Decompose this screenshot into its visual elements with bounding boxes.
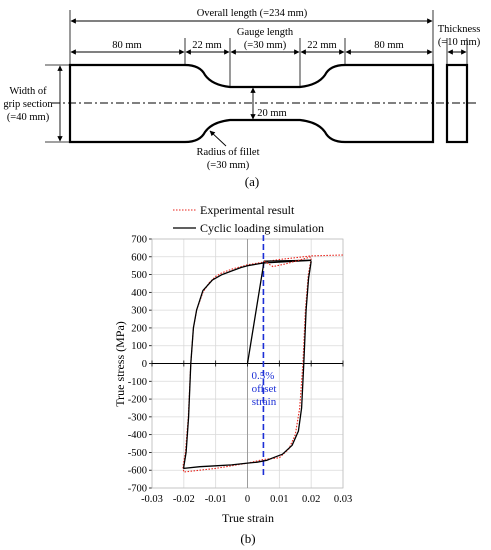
fillet-right-label: 22 mm <box>307 40 336 51</box>
legend-label-simulation: Cyclic loading simulation <box>200 221 324 235</box>
y-tick-label: 700 <box>131 235 147 246</box>
y-tick-label: -300 <box>128 412 147 423</box>
annotation-line-1: 0.5% <box>252 370 275 382</box>
grip-width-label-3: (=40 mm) <box>7 112 50 123</box>
legend: Experimental result Cyclic loading simul… <box>173 203 324 235</box>
y-tick-label: -200 <box>128 395 147 406</box>
grip-left-label: 80 mm <box>112 40 141 51</box>
y-tick-label: 600 <box>131 252 147 263</box>
x-tick-label: -0.02 <box>173 494 195 505</box>
x-tick-label: -0.01 <box>205 494 227 505</box>
y-tick-label: -100 <box>128 377 147 388</box>
grip-width-label-2: grip section <box>3 99 53 110</box>
fillet-radius-label: Radius of fillet <box>197 147 260 158</box>
y-tick-label: 0 <box>142 359 147 370</box>
offset-strain-annotation: 0.5% offset strain <box>252 370 277 408</box>
annotation-line-3: strain <box>252 396 277 408</box>
x-tick-label: -0.03 <box>141 494 163 505</box>
thickness-value: (=10 mm) <box>438 37 481 48</box>
y-tick-label: -400 <box>128 430 147 441</box>
x-tick-label: 0.02 <box>302 494 320 505</box>
x-axis-label: True strain <box>222 511 274 525</box>
y-tick-label: -600 <box>128 466 147 477</box>
annotation-line-2: offset <box>252 383 277 395</box>
chart-series <box>182 235 344 476</box>
series-simulation-line <box>183 259 312 470</box>
specimen-drawing: Overall length (=234 mm) Gauge length 80… <box>3 8 480 189</box>
thickness-label: Thickness <box>438 24 481 35</box>
x-tick-label: 0.01 <box>270 494 288 505</box>
y-tick-label: 400 <box>131 288 147 299</box>
gauge-length-label: Gauge length <box>237 27 294 38</box>
y-axis-label: True stress (MPa) <box>113 321 127 407</box>
thickness-view <box>445 63 469 144</box>
y-tick-label: -700 <box>128 484 147 495</box>
y-tick-label: 200 <box>131 323 147 334</box>
fillet-radius-leader <box>209 130 227 147</box>
specimen-outline <box>68 63 435 144</box>
fillet-radius-value: (=30 mm) <box>207 160 250 171</box>
chart-axes: -0.03 -0.02 -0.01 0 0.01 0.02 0.03 700 600 500 400… <box>128 235 352 506</box>
stress-strain-chart: Experimental result Cyclic loading simul… <box>113 203 352 546</box>
legend-label-experimental: Experimental result <box>200 203 295 217</box>
caption-a: (a) <box>245 174 259 189</box>
caption-b: (b) <box>240 531 255 546</box>
overall-length-label: Overall length (=234 mm) <box>197 8 308 19</box>
grip-width-label-1: Width of <box>9 86 47 97</box>
y-tick-label: -500 <box>128 448 147 459</box>
y-tick-label: 300 <box>131 306 147 317</box>
series-experimental-line <box>263 256 312 268</box>
x-tick-label: 0.03 <box>334 494 352 505</box>
x-tick-label: 0 <box>245 494 250 505</box>
y-tick-label: 500 <box>131 270 147 281</box>
gauge-length-value: (=30 mm) <box>244 40 287 51</box>
fillet-left-label: 22 mm <box>192 40 221 51</box>
y-tick-label: 100 <box>131 341 147 352</box>
grip-right-label: 80 mm <box>374 40 403 51</box>
gauge-width-label: 20 mm <box>257 108 286 119</box>
